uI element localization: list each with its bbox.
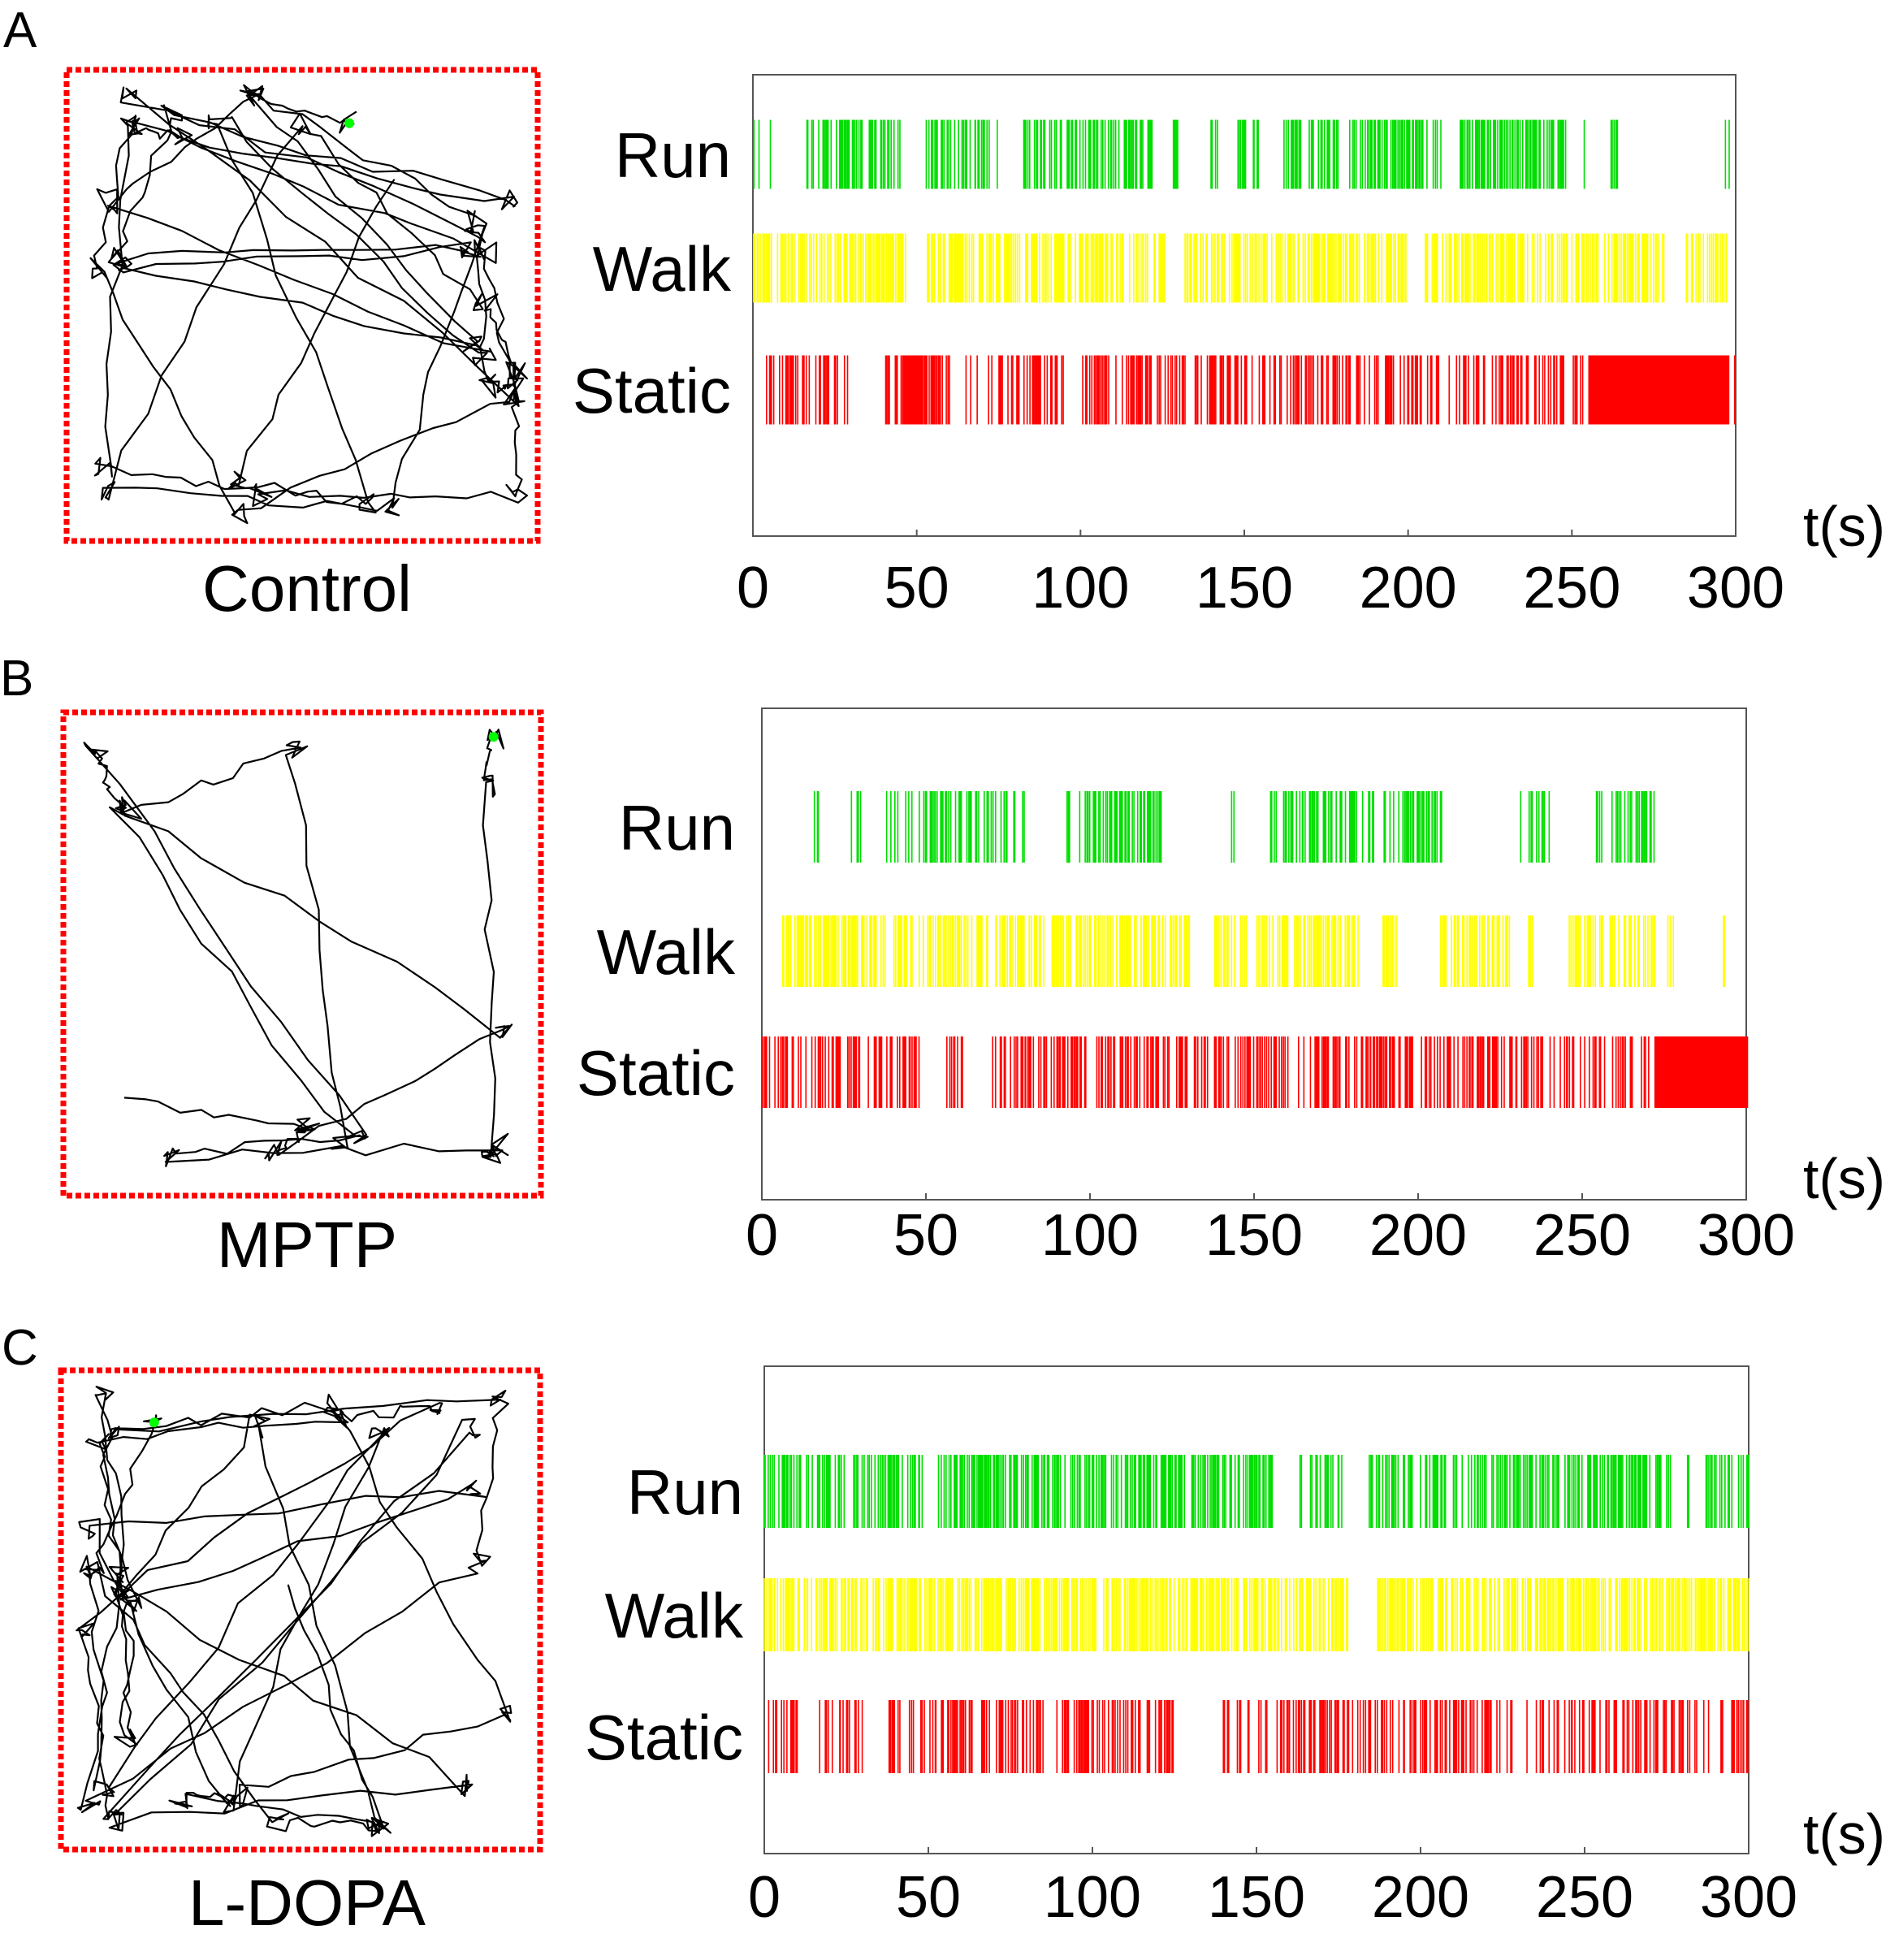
condition-label: Control	[202, 552, 412, 625]
raster-row-run: Run	[615, 119, 1730, 191]
panel-letter: B	[0, 651, 33, 707]
x-tick-label: 200	[1360, 556, 1457, 621]
arena-boundary	[58, 1367, 543, 1853]
x-tick-label: 300	[1698, 1203, 1795, 1268]
x-tick-label: 150	[1208, 1865, 1305, 1930]
x-tick-label: 150	[1196, 556, 1293, 621]
x-tick-label: 250	[1533, 1203, 1631, 1268]
panel-letter: C	[2, 1320, 38, 1376]
arena-boundary	[63, 67, 541, 544]
raster-row-static: Static	[573, 355, 1736, 426]
x-tick-label: 0	[748, 1865, 781, 1930]
panel-a: A Control 0 50 100 150 200 250 300 t(s) Run Walk Sta…	[3, 2, 1885, 625]
row-label: Static	[585, 1702, 743, 1773]
raster-row-static: Static	[585, 1700, 1749, 1773]
condition-label: MPTP	[217, 1209, 397, 1281]
x-axis-label: t(s)	[1803, 1802, 1885, 1866]
trajectory-path	[89, 84, 528, 525]
x-tick-label: 0	[737, 556, 769, 621]
trajectory-end-marker	[149, 1417, 159, 1428]
x-tick-label: 100	[1044, 1865, 1141, 1930]
raster-row-walk: Walk	[597, 915, 1726, 988]
row-label: Static	[577, 1037, 735, 1109]
row-label: Walk	[593, 233, 732, 305]
x-tick-label: 200	[1372, 1865, 1469, 1930]
event-block	[1654, 1036, 1746, 1108]
x-tick-label: 300	[1687, 556, 1784, 621]
trajectory-path	[76, 1386, 513, 1837]
x-axis-label: t(s)	[1803, 1147, 1885, 1210]
trajectory-end-marker	[488, 732, 499, 742]
x-tick-label: 100	[1032, 556, 1129, 621]
row-label: Walk	[605, 1580, 744, 1651]
x-tick-label: 250	[1523, 556, 1620, 621]
row-label: Run	[627, 1456, 743, 1528]
trajectory-end-marker	[344, 118, 355, 128]
panel-letter: A	[3, 2, 37, 58]
x-tick-label: 300	[1700, 1865, 1797, 1930]
raster-row-walk: Walk	[593, 233, 1728, 305]
x-axis-label: t(s)	[1803, 495, 1885, 558]
x-tick-label: 200	[1369, 1203, 1467, 1268]
x-tick-label: 50	[893, 1203, 958, 1268]
x-tick-label: 100	[1041, 1203, 1139, 1268]
x-tick-label: 0	[746, 1203, 778, 1268]
raster-row-run: Run	[619, 791, 1655, 863]
trajectory-path	[83, 729, 513, 1167]
row-label: Walk	[597, 916, 736, 988]
raster-row-run: Run	[627, 1455, 1750, 1528]
row-label: Run	[615, 119, 731, 191]
row-label: Run	[619, 792, 735, 863]
x-tick-label: 250	[1536, 1865, 1633, 1930]
x-tick-label: 50	[884, 556, 949, 621]
row-label: Static	[573, 355, 731, 426]
condition-label: L-DOPA	[188, 1867, 426, 1939]
x-tick-label: 150	[1205, 1203, 1303, 1268]
x-tick-label: 50	[896, 1865, 961, 1930]
arena-boundary	[60, 709, 544, 1199]
raster-row-walk: Walk	[605, 1578, 1749, 1651]
raster-row-static: Static	[577, 1036, 1749, 1109]
